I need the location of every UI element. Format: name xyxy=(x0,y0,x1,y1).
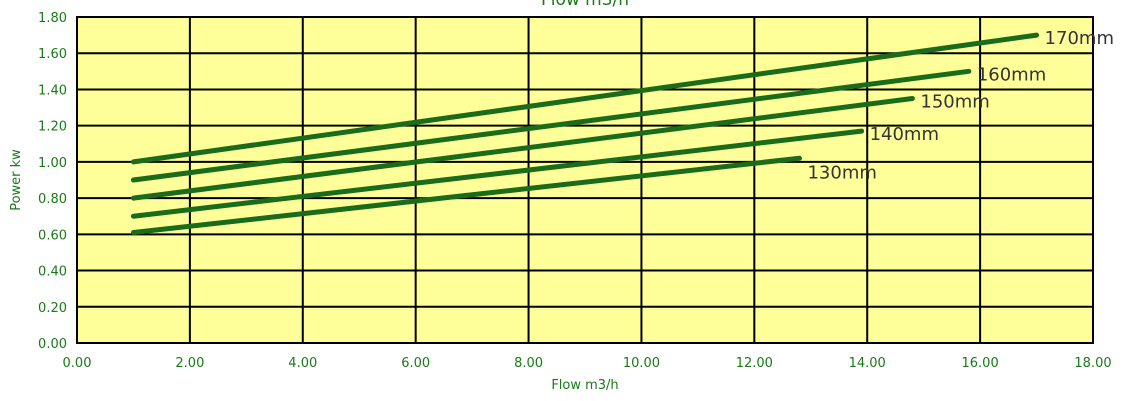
y-tick-label: 1.00 xyxy=(38,156,67,171)
series-line-170mm xyxy=(130,32,1040,165)
y-tick-label: 1.60 xyxy=(38,47,67,62)
y-tick-label: 1.40 xyxy=(38,83,67,98)
series-label-160mm: 160mm xyxy=(977,64,1046,85)
x-tick-label: 18.00 xyxy=(1074,356,1111,371)
x-tick-label: 8.00 xyxy=(514,356,543,371)
x-tick-label: 10.00 xyxy=(623,356,660,371)
x-tick-label: 12.00 xyxy=(736,356,773,371)
y-tick-label: 1.20 xyxy=(38,120,67,135)
tick-labels: 0.00 2.00 4.00 6.00 8.00 10.00 12.00 14.00 16.00… xyxy=(38,11,1112,371)
y-tick-label: 1.80 xyxy=(38,11,67,26)
series-label-130mm: 130mm xyxy=(807,162,876,183)
series-label-140mm: 140mm xyxy=(870,124,939,145)
x-tick-label: 4.00 xyxy=(288,356,317,371)
series-label-170mm: 170mm xyxy=(1045,28,1114,49)
x-tick-label: 14.00 xyxy=(849,356,886,371)
y-axis-label: Power kw xyxy=(9,149,24,211)
y-tick-label: 0.00 xyxy=(38,337,67,352)
x-axis-label: Flow m3/h xyxy=(551,378,618,393)
series-line-130mm xyxy=(130,155,802,236)
series-line-150mm xyxy=(130,96,915,201)
y-tick-label: 0.60 xyxy=(38,228,67,243)
series-label-150mm: 150mm xyxy=(920,92,989,113)
series-line-140mm xyxy=(130,128,865,219)
y-tick-label: 0.20 xyxy=(38,301,67,316)
series-line-160mm xyxy=(130,68,972,183)
y-tick-label: 0.80 xyxy=(38,192,67,207)
grid-lines xyxy=(76,16,1094,344)
series-labels: 170mm 160mm 150mm 140mm 130mm xyxy=(807,28,1114,183)
x-tick-label: 16.00 xyxy=(962,356,999,371)
x-tick-label: 6.00 xyxy=(401,356,430,371)
x-tick-label: 0.00 xyxy=(63,356,92,371)
chart-title: Flow m3/h xyxy=(541,0,629,10)
series-lines xyxy=(130,32,1040,236)
y-tick-label: 0.40 xyxy=(38,265,67,280)
x-tick-label: 2.00 xyxy=(175,356,204,371)
